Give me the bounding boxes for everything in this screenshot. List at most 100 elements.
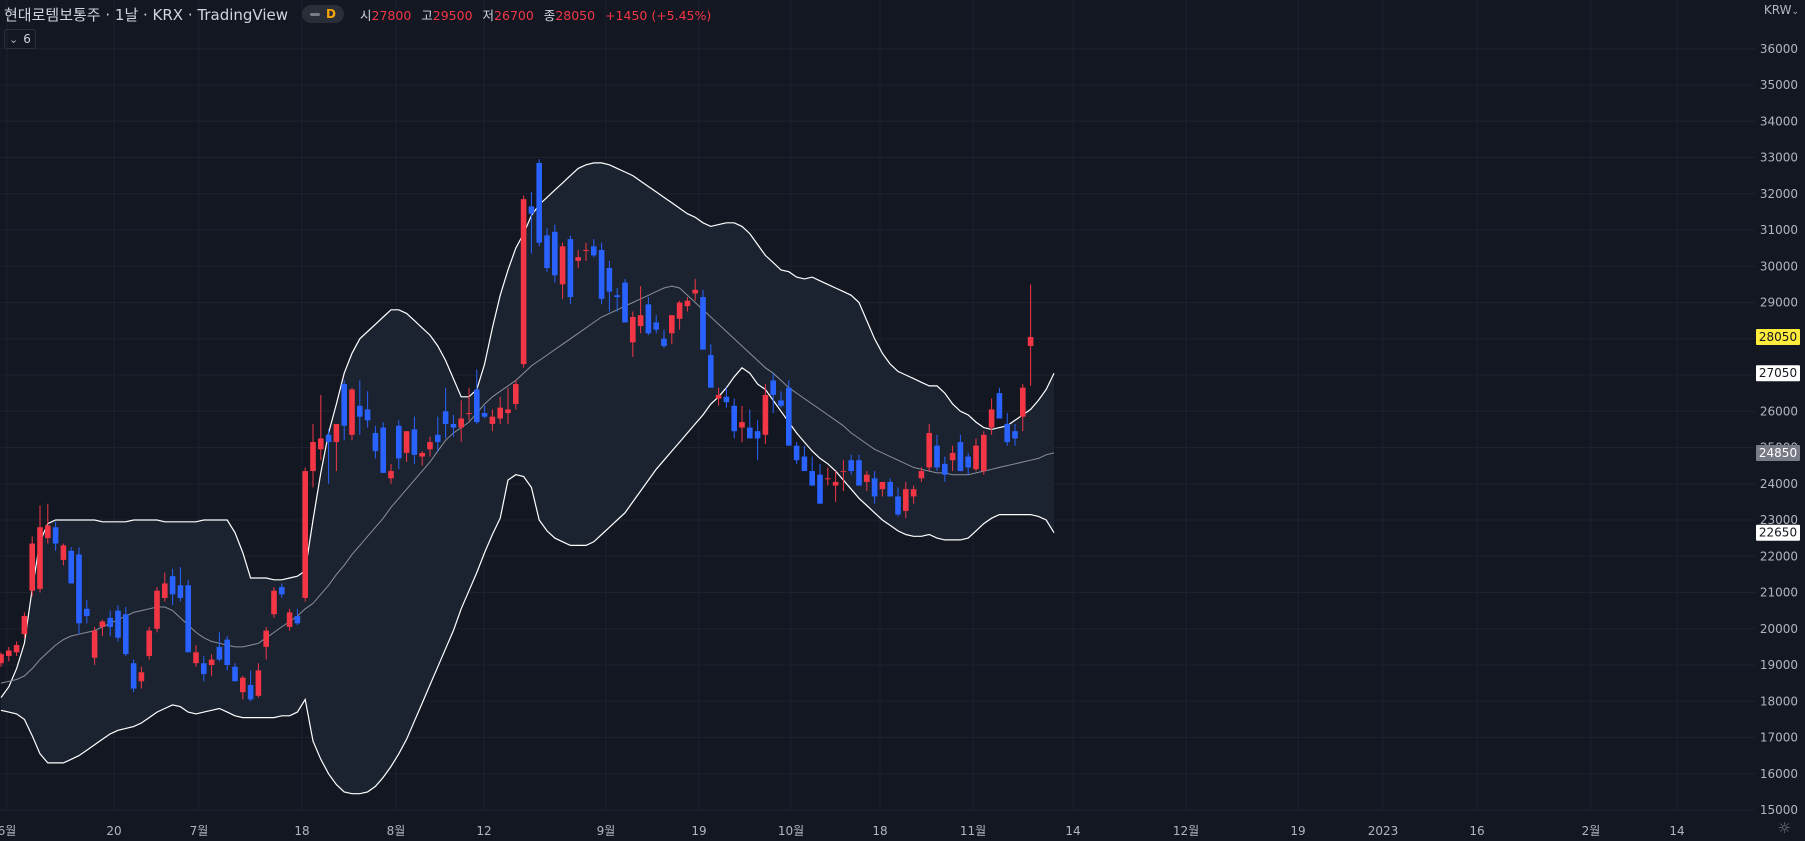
- candle-body: [13, 645, 20, 653]
- candle-body: [450, 423, 457, 428]
- candle-body: [489, 416, 496, 424]
- candle-body: [45, 525, 51, 539]
- y-tick-label: 34000: [1760, 114, 1798, 128]
- candle-body: [310, 442, 316, 472]
- candle-body: [411, 429, 418, 455]
- candle-body: [715, 394, 722, 399]
- candle-body: [497, 407, 503, 419]
- candle-body: [6, 650, 12, 656]
- candle-body: [965, 456, 971, 468]
- indicator-toggle[interactable]: ⌄ 6: [4, 29, 36, 49]
- price-label-last-bg: [1756, 328, 1800, 345]
- high-value: 29500: [432, 7, 473, 23]
- candle-body: [684, 300, 691, 307]
- candle-body: [29, 543, 35, 591]
- low-value: 26700: [494, 7, 534, 23]
- price-label-basis: 24850: [1759, 446, 1797, 460]
- candle-body: [887, 481, 893, 497]
- price-label-basis-bg: [1756, 444, 1800, 461]
- y-tick-label: 16000: [1760, 767, 1798, 781]
- candle-body: [232, 666, 238, 682]
- candle-body: [0, 654, 4, 664]
- price-label-lower-bg: [1756, 524, 1800, 541]
- candle-body: [154, 590, 160, 629]
- candle-body: [271, 590, 277, 615]
- x-tick-label: 18: [872, 824, 887, 838]
- chevron-down-icon: ⌄: [1791, 7, 1799, 17]
- candle-body: [942, 463, 948, 475]
- x-tick-label: 6월: [0, 824, 16, 838]
- candle-body: [99, 621, 106, 627]
- candle-body: [926, 433, 932, 468]
- price-label-last: 28050: [1759, 330, 1797, 344]
- candle-body: [630, 317, 636, 343]
- candle-body: [177, 585, 184, 598]
- sun-gear-icon[interactable]: ☼: [1777, 819, 1791, 837]
- x-tick-label: 2월: [1582, 824, 1601, 838]
- time-axis[interactable]: 6월 20 7월 18 8월 12 9월 19 10월 18 11월 14 12월 19 2023 16 2월 1…: [0, 824, 1685, 838]
- candle-body: [739, 422, 745, 428]
- candle-body: [622, 282, 628, 323]
- candle-body: [286, 612, 293, 627]
- minus-icon: [310, 12, 321, 16]
- candle-body: [107, 617, 113, 627]
- candle-body: [988, 409, 995, 428]
- candle-body: [903, 489, 909, 511]
- candle-body: [115, 610, 121, 638]
- y-tick-label: 31000: [1760, 223, 1798, 237]
- candle-body: [388, 471, 394, 479]
- candle-body: [380, 427, 386, 473]
- candle-body: [614, 295, 620, 298]
- candle-body: [302, 471, 308, 598]
- interval-pill[interactable]: D: [302, 5, 344, 23]
- candle-body: [224, 639, 230, 665]
- candle-body: [505, 409, 511, 414]
- candle-body: [747, 427, 753, 439]
- candle-body: [559, 246, 566, 285]
- x-tick-label: 9월: [597, 824, 616, 838]
- bollinger-fill: [1, 162, 1054, 794]
- low-key: 저: [482, 7, 495, 23]
- candle-body: [458, 418, 464, 428]
- price-label-upper: 27050: [1759, 366, 1797, 380]
- candle-body: [263, 630, 269, 647]
- candle-body: [864, 474, 870, 482]
- candle-body: [840, 471, 847, 473]
- candle-body: [575, 257, 581, 261]
- x-tick-label: 20: [106, 824, 121, 838]
- candle-body: [949, 452, 956, 461]
- currency-selector[interactable]: KRW⌄: [1764, 3, 1799, 17]
- candle-body: [1012, 431, 1018, 439]
- candle-body: [240, 677, 246, 693]
- candle-body: [528, 206, 535, 214]
- candle-body: [676, 302, 683, 319]
- candle-body: [466, 413, 472, 415]
- high-key: 고: [421, 7, 433, 23]
- x-tick-label: 14: [1065, 824, 1080, 838]
- y-tick-label: 17000: [1760, 731, 1798, 745]
- close-value: 28050: [555, 7, 596, 23]
- bollinger-bands: [0, 162, 1055, 795]
- candle-body: [419, 452, 425, 457]
- x-tick-label: 19: [1290, 824, 1305, 838]
- y-tick-label: 22000: [1760, 549, 1798, 563]
- x-tick-label: 7월: [190, 824, 209, 838]
- candle-body: [825, 478, 831, 480]
- candle-body: [661, 338, 667, 346]
- y-tick-label: 32000: [1760, 187, 1798, 201]
- symbol-title[interactable]: 현대로템보통주 · 1날 · KRX · TradingView: [4, 5, 289, 24]
- candle-body: [146, 630, 152, 656]
- candle-body: [513, 384, 519, 404]
- price-axis[interactable]: 15000 16000 17000 18000 19000 20000 21000 22000…: [1756, 42, 1800, 817]
- candle-body: [723, 396, 730, 403]
- candle-body: [770, 380, 776, 395]
- candle-body: [637, 315, 644, 327]
- candle-body: [247, 684, 254, 700]
- open-value: 27800: [371, 7, 412, 23]
- candle-body: [52, 527, 59, 544]
- y-tick-label: 18000: [1760, 694, 1798, 708]
- candle-body: [60, 545, 67, 560]
- candle-body: [193, 652, 199, 664]
- candle-body: [68, 550, 74, 584]
